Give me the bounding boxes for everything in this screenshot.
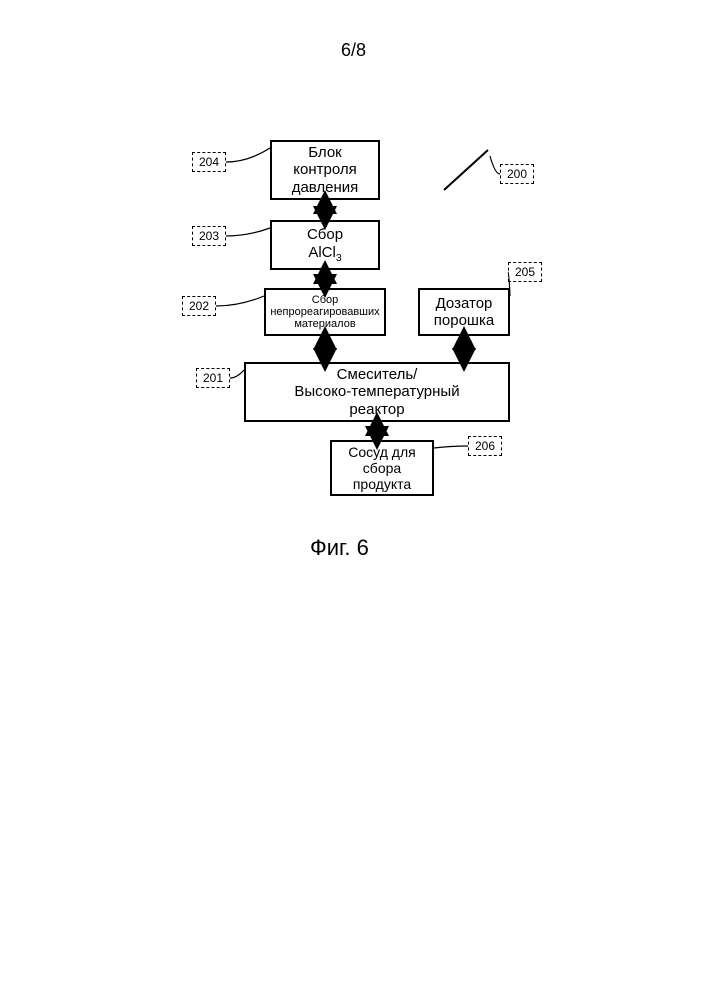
ref-200-text: 200 [507, 167, 527, 181]
ref-206: 206 [468, 436, 502, 456]
ref-201-text: 201 [203, 371, 223, 385]
ref-204-text: 204 [199, 155, 219, 169]
node-product-vessel: Сосуд длясборапродукта [330, 440, 434, 496]
ref-202: 202 [182, 296, 216, 316]
ref-203-text: 203 [199, 229, 219, 243]
page: 6/8 Блокконтролядавления СборAlCl3 Сборн… [0, 0, 707, 1000]
node-powder-doser: Дозаторпорошка [418, 288, 510, 336]
ref-204: 204 [192, 152, 226, 172]
ref-200: 200 [500, 164, 534, 184]
figure-caption: Фиг. 6 [310, 535, 369, 561]
ref-206-text: 206 [475, 439, 495, 453]
ref-201: 201 [196, 368, 230, 388]
ref-205-text: 205 [515, 265, 535, 279]
node-mixer-reactor: Смеситель/Высоко-температурныйреактор [244, 362, 510, 422]
node-unreacted-collection: Сборнепрореагировавшихматериалов [264, 288, 386, 336]
ref-202-text: 202 [189, 299, 209, 313]
ref-203: 203 [192, 226, 226, 246]
node-pressure-control: Блокконтролядавления [270, 140, 380, 200]
page-number: 6/8 [0, 40, 707, 61]
ref-205: 205 [508, 262, 542, 282]
node-alcl3-collection: СборAlCl3 [270, 220, 380, 270]
